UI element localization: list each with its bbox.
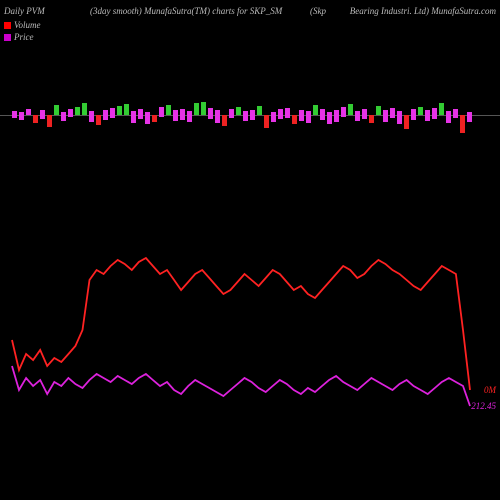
- volume-line: [12, 258, 470, 390]
- line-chart: [0, 0, 500, 470]
- volume-end-label: 0M: [484, 385, 496, 395]
- price-line: [12, 366, 470, 406]
- price-end-label: 212.45: [471, 401, 496, 411]
